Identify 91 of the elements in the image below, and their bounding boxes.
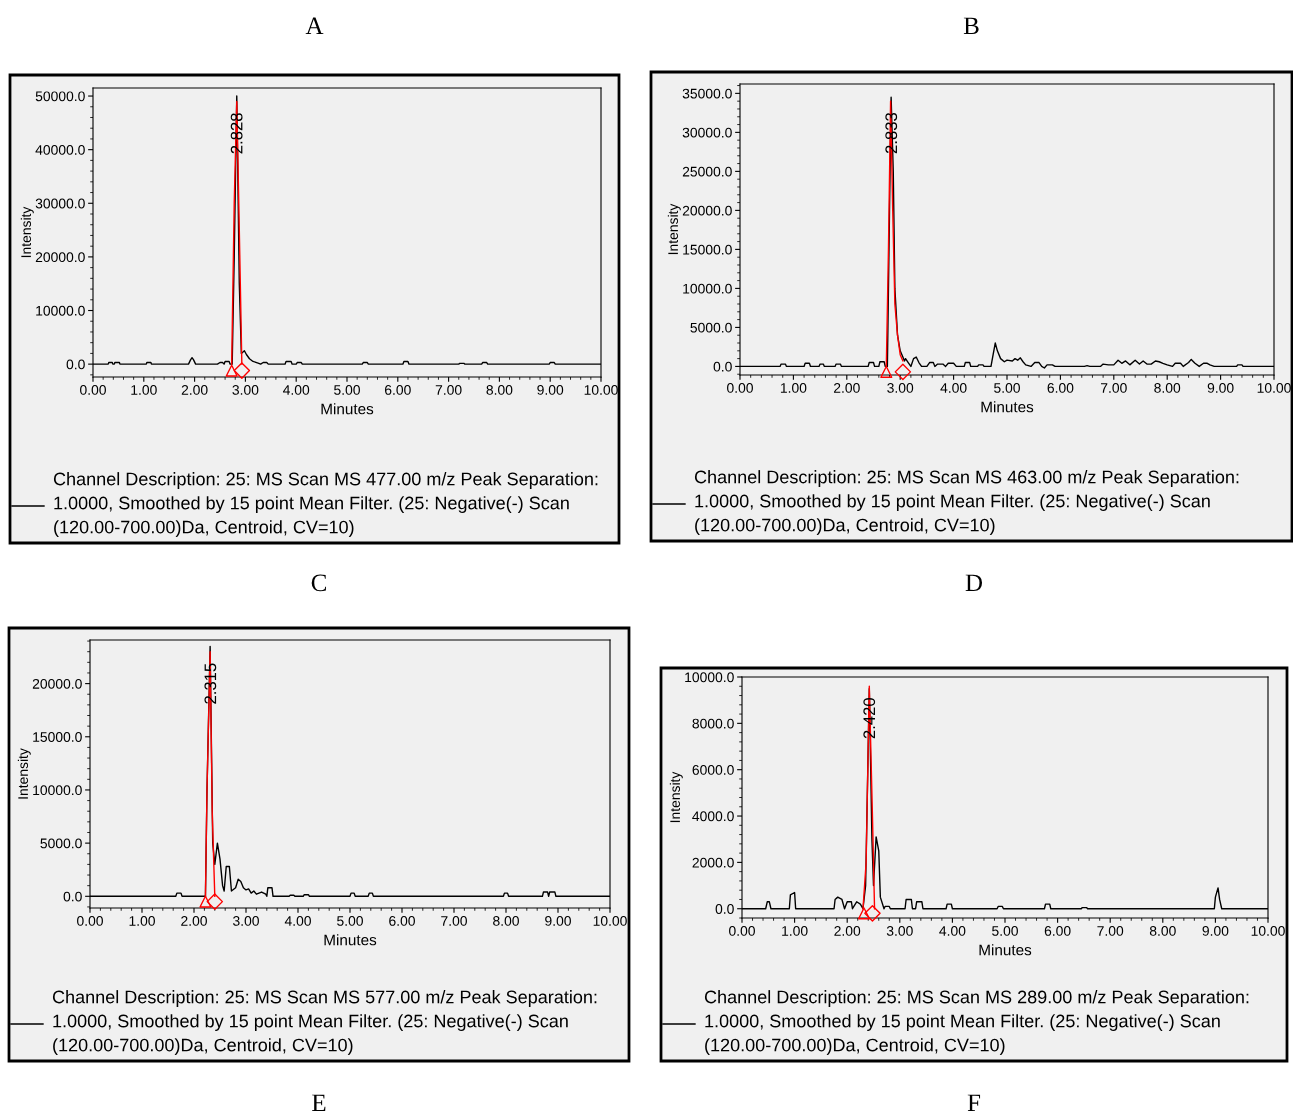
y-tick-label: 0.0: [63, 891, 82, 902]
text: Channel Description: 25: MS Scan MS 463.00 m/z Peak Separation: 1.0000, Smoothed by 15 point Mean Filter. (25: Negative(-) Scan (120.00-700.00)Da, Centroid, CV=10): [694, 470, 1239, 535]
x-tick-label: 4.00: [939, 926, 966, 936]
x-tick-label: 6.00: [389, 916, 415, 926]
x-tick-label: 6.00: [1047, 383, 1074, 393]
x-tick-label: 4.00: [940, 383, 967, 393]
y-tick-label: 25000.0: [682, 166, 732, 177]
x-tick-label: 5.00: [334, 385, 360, 395]
x-tick-label: 0.00: [729, 926, 755, 936]
x-tick-label: 6.00: [1044, 926, 1071, 936]
annotation: 2.833: [885, 113, 898, 154]
x-tick-label: 10.00: [1251, 926, 1285, 936]
x-axis-title: Minutes: [324, 934, 377, 946]
x-tick-label: 4.00: [283, 385, 310, 395]
y-tick-label: 10000.0: [36, 305, 85, 316]
y-tick-label: 15000.0: [33, 732, 82, 742]
y-axis-title: Intensity: [17, 748, 31, 799]
y-tick-label: 8000.0: [692, 718, 734, 729]
y-tick-label: 0.0: [715, 904, 734, 914]
y-tick-label: 4000.0: [692, 811, 734, 822]
y-tick-label: 15000.0: [683, 244, 732, 255]
annotation: 2.420: [863, 698, 876, 739]
x-tick-label: 7.00: [435, 385, 462, 395]
x-tick-label: 1.00: [780, 383, 807, 393]
x-tick-label: 9.00: [537, 385, 564, 395]
text: Channel Description: 25: MS Scan MS 477.00 m/z Peak Separation: 1.0000, Smoothed by 15 point Mean Filter. (25: Negative(-) Scan (120.00-700.00)Da, Centroid, CV=10): [53, 472, 598, 537]
text: F: [967, 1094, 981, 1112]
x-tick-label: 4.00: [284, 916, 311, 926]
text: Channel Description: 25: MS Scan MS 289.00 m/z Peak Separation: 1.0000, Smoothed by 15 point Mean Filter. (25: Negative(-) Scan (120.00-700.00)Da, Centroid, CV=10): [704, 990, 1249, 1055]
x-tick-label: 9.00: [1207, 383, 1234, 393]
chart-title: D: [965, 574, 983, 592]
y-tick-label: 2000.0: [692, 857, 734, 868]
x-tick-label: 1.00: [782, 926, 808, 936]
x-tick-label: 8.00: [1149, 926, 1176, 936]
text: Channel Description: 25: MS Scan MS 577.00 m/z Peak Separation: 1.0000, Smoothed by 15 point Mean Filter. (25: Negative(-) Scan (120.00-700.00)Da, Centroid, CV=10): [52, 990, 597, 1055]
x-tick-label: 2.00: [181, 385, 208, 395]
y-tick-label: 0.0: [66, 359, 85, 370]
y-tick-label: 30000.0: [35, 198, 85, 209]
y-tick-label: 5000.0: [690, 322, 732, 333]
y-tick-label: 0.0: [713, 361, 732, 372]
x-tick-label: 0.00: [80, 385, 106, 395]
x-tick-label: 0.00: [77, 916, 103, 926]
x-tick-label: 7.00: [441, 916, 467, 926]
y-tick-label: 50000.0: [35, 91, 85, 102]
x-tick-label: 0.00: [727, 383, 753, 393]
x-tick-label: 2.00: [181, 916, 207, 926]
x-tick-label: 8.00: [1154, 383, 1181, 393]
x-tick-label: 3.00: [886, 926, 913, 936]
y-tick-label: 20000.0: [682, 205, 732, 216]
y-tick-label: 5000.0: [40, 838, 82, 849]
y-tick-label: 6000.0: [692, 765, 734, 775]
y-tick-label: 10000.0: [683, 283, 732, 294]
y-tick-label: 10000.0: [685, 672, 734, 683]
x-tick-label: 7.00: [1101, 383, 1127, 393]
x-tick-label: 3.00: [887, 383, 914, 393]
y-axis-title: Intensity: [20, 206, 34, 258]
y-tick-label: 30000.0: [682, 127, 732, 138]
chart-title: A: [305, 17, 324, 35]
x-tick-label: 6.00: [384, 385, 411, 395]
x-tick-label: 5.00: [994, 383, 1020, 393]
x-tick-label: 7.00: [1097, 926, 1124, 936]
x-tick-label: 10.00: [1257, 383, 1291, 393]
x-tick-label: 1.00: [129, 916, 155, 926]
x-axis-title: Minutes: [321, 403, 374, 415]
x-tick-label: 2.00: [834, 926, 861, 936]
x-tick-label: 5.00: [337, 916, 363, 926]
x-tick-label: 5.00: [992, 926, 1018, 936]
x-tick-label: 10.00: [584, 385, 618, 395]
y-axis-title: Intensity: [669, 771, 683, 823]
x-tick-label: 10.00: [593, 916, 627, 926]
chart-title: C: [311, 574, 326, 592]
x-tick-label: 9.00: [1202, 926, 1229, 936]
y-tick-label: 10000.0: [33, 785, 82, 796]
x-tick-label: 8.00: [486, 385, 513, 395]
annotation: 2.315: [204, 663, 217, 704]
x-tick-label: 9.00: [545, 916, 571, 926]
x-axis-title: Minutes: [981, 401, 1034, 413]
y-tick-label: 40000.0: [35, 144, 85, 155]
y-axis-title: Intensity: [667, 203, 681, 255]
x-tick-label: 3.00: [233, 916, 259, 926]
chart-title: B: [963, 17, 979, 35]
x-tick-label: 2.00: [833, 383, 860, 393]
y-tick-label: 35000.0: [682, 88, 732, 99]
y-tick-label: 20000.0: [35, 252, 85, 263]
x-axis-title: Minutes: [979, 944, 1032, 956]
text: E: [312, 1094, 326, 1112]
y-tick-label: 20000.0: [32, 678, 82, 689]
x-tick-label: 3.00: [232, 385, 259, 395]
annotation: 2.828: [230, 113, 243, 154]
x-tick-label: 1.00: [131, 385, 157, 395]
x-tick-label: 8.00: [493, 916, 519, 926]
